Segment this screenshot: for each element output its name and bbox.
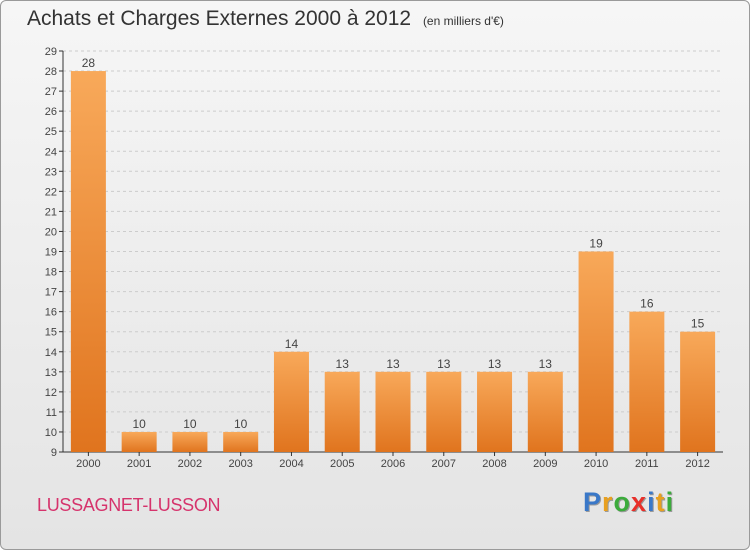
bar-value-label: 15 <box>691 317 705 331</box>
x-tick-label: 2005 <box>330 458 354 470</box>
y-tick-label: 10 <box>45 427 57 439</box>
bar-2007 <box>426 371 462 452</box>
logo-letter: o <box>613 487 632 517</box>
bar-2010 <box>578 251 614 452</box>
y-tick-label: 25 <box>45 126 57 138</box>
logo-letter: x <box>631 487 648 517</box>
bar-value-label: 13 <box>386 357 400 371</box>
logo-letter: P <box>583 487 603 517</box>
logo-letter: i <box>665 487 675 517</box>
x-tick-label: 2001 <box>127 458 151 470</box>
proxiti-logo: Proxiti <box>583 487 674 518</box>
bar-2001 <box>121 431 157 452</box>
y-tick-label: 14 <box>45 347 57 359</box>
x-tick-label: 2003 <box>228 458 252 470</box>
x-tick-label: 2010 <box>584 458 608 470</box>
bar-value-label: 14 <box>285 337 299 351</box>
y-tick-label: 19 <box>45 247 57 259</box>
chart-title: Achats et Charges Externes 2000 à 2012 (… <box>27 7 504 31</box>
y-tick-label: 24 <box>45 146 57 158</box>
chart-unit: (en milliers d'€) <box>422 14 504 28</box>
x-tick-label: 2006 <box>381 458 405 470</box>
y-tick-label: 22 <box>45 186 57 198</box>
logo-letter: t <box>655 487 666 517</box>
bar-value-label: 10 <box>183 417 197 431</box>
bar-2004 <box>273 351 309 452</box>
bar-value-label: 10 <box>132 417 146 431</box>
y-tick-label: 28 <box>45 66 57 78</box>
x-tick-label: 2012 <box>685 458 709 470</box>
logo-letter: r <box>602 487 614 517</box>
y-tick-label: 26 <box>45 106 57 118</box>
y-tick-label: 15 <box>45 327 57 339</box>
bar-2003 <box>223 431 259 452</box>
y-tick-label: 13 <box>45 367 57 379</box>
bar-value-label: 10 <box>234 417 248 431</box>
logo-letter: i <box>647 487 656 517</box>
bar-value-label: 13 <box>437 357 451 371</box>
y-tick-label: 12 <box>45 387 57 399</box>
city-name: LUSSAGNET-LUSSON <box>37 495 221 515</box>
x-tick-label: 2000 <box>76 458 100 470</box>
y-tick-label: 20 <box>45 226 57 238</box>
x-tick-label: 2004 <box>279 458 303 470</box>
bar-value-label: 13 <box>488 357 502 371</box>
bar-2012 <box>680 331 716 452</box>
x-tick-label: 2002 <box>178 458 202 470</box>
bar-2011 <box>629 311 665 452</box>
y-tick-label: 16 <box>45 307 57 319</box>
bar-value-label: 19 <box>589 237 603 251</box>
bar-value-label: 16 <box>640 297 654 311</box>
y-tick-label: 17 <box>45 287 57 299</box>
x-tick-label: 2008 <box>482 458 506 470</box>
x-tick-label: 2009 <box>533 458 557 470</box>
y-tick-label: 11 <box>46 407 57 419</box>
y-tick-label: 23 <box>45 166 57 178</box>
y-tick-label: 27 <box>45 86 57 98</box>
bar-value-label: 28 <box>82 56 96 70</box>
y-tick-label: 29 <box>45 46 57 58</box>
x-tick-label: 2011 <box>635 458 659 470</box>
bar-2008 <box>477 371 513 452</box>
bar-2006 <box>375 371 411 452</box>
bar-2000 <box>70 71 106 453</box>
y-tick-label: 18 <box>45 267 57 279</box>
chart-title-text: Achats et Charges Externes 2000 à 2012 <box>27 7 412 30</box>
x-tick-label: 2007 <box>432 458 456 470</box>
bar-2002 <box>172 431 208 452</box>
bar-value-label: 13 <box>539 357 553 371</box>
y-tick-label: 9 <box>51 447 57 459</box>
bar-2009 <box>527 371 563 452</box>
bar-value-label: 13 <box>336 357 350 371</box>
y-tick-label: 21 <box>45 206 57 218</box>
bar-2005 <box>324 371 360 452</box>
